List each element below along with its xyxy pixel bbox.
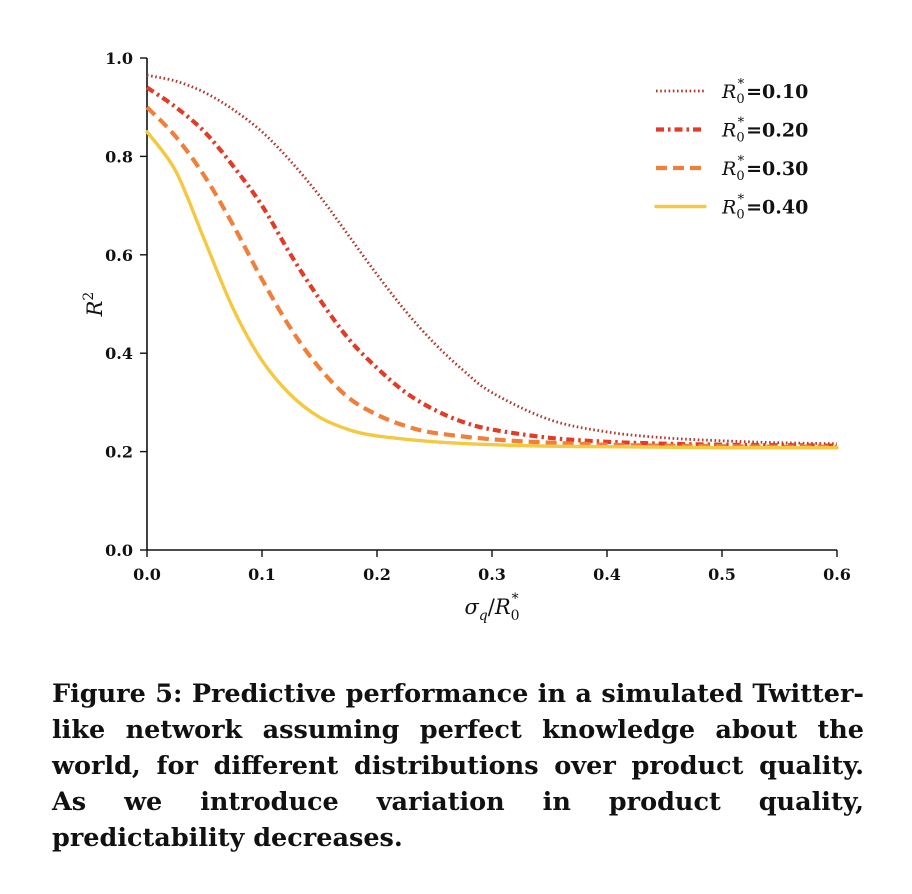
y-tick-label: 0.8 <box>105 147 133 166</box>
y-axis-title: R2 <box>81 292 107 318</box>
axes: 0.0 0.1 0.2 0.3 0.4 0.5 0.6 0.0 0.2 0.4 0.6 0.8 1.0 <box>105 49 851 584</box>
legend-label-4: R0* =0.40 <box>721 193 808 223</box>
figure-caption: Figure 5: Predictive performance in a si… <box>52 679 864 853</box>
y-tick-label: 0.6 <box>105 246 133 265</box>
y-tick-label: 1.0 <box>105 49 133 68</box>
line-chart: 0.0 0.1 0.2 0.3 0.4 0.5 0.60.00.20.40.60.81.0 … <box>81 49 851 624</box>
series-line-1 <box>146 73 838 446</box>
series-layer <box>145 73 839 450</box>
legend-label-3: R0* =0.30 <box>721 154 808 184</box>
legend: R0* =0.10 R0* =0.20 R0* =0.30 R0* =0.40 <box>654 77 808 223</box>
legend-label-2: R0* =0.20 <box>721 116 808 146</box>
x-tick-label: 0.6 <box>823 565 851 584</box>
y-tick-label: 0.2 <box>105 443 133 462</box>
legend-label-1: R0* =0.10 <box>721 77 808 107</box>
x-tick-label: 0.5 <box>708 565 736 584</box>
series-line-2 <box>145 85 838 448</box>
x-axis-title: σq/R0* <box>464 591 519 624</box>
x-tick-label: 0.3 <box>478 565 506 584</box>
x-tick-label: 0.4 <box>593 565 621 584</box>
series-line-4 <box>145 130 839 450</box>
x-tick-label: 0.1 <box>248 565 276 584</box>
x-tick-label: 0.0 <box>133 565 161 584</box>
axis-titles: σq/R0* R2 <box>81 292 520 624</box>
y-tick-label: 0.4 <box>105 344 133 363</box>
y-tick-label: 0.0 <box>105 541 133 560</box>
x-tick-label: 0.2 <box>363 565 391 584</box>
